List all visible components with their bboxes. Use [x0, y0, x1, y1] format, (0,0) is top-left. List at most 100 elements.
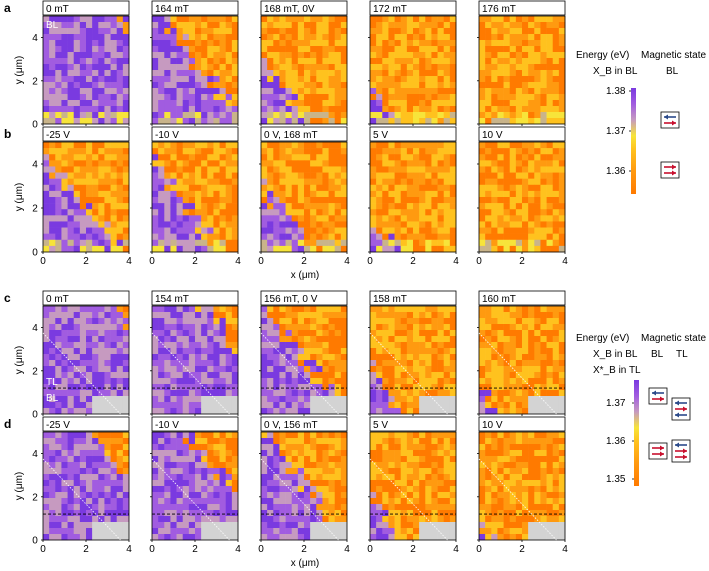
heatmap-cell: [122, 468, 130, 475]
heatmap-cell: [540, 438, 547, 445]
heatmap-cell: [285, 88, 293, 95]
heatmap-cell: [116, 480, 124, 487]
heatmap-cell: [310, 221, 317, 228]
heatmap-cell: [491, 76, 498, 83]
heatmap-cell: [207, 336, 214, 343]
y-tick-label: 0: [32, 248, 38, 259]
heatmap-cell: [413, 16, 420, 23]
heatmap-cell: [43, 82, 50, 89]
heatmap-cell: [515, 34, 523, 41]
heatmap-cell: [43, 402, 50, 409]
heatmap-cell: [334, 378, 342, 385]
heatmap-cell: [370, 233, 377, 241]
heatmap-cell: [158, 88, 165, 95]
layer-label: BL: [46, 20, 59, 31]
x-tick-label: 4: [235, 544, 241, 555]
heatmap-cell: [231, 492, 239, 499]
heatmap-cell: [534, 360, 541, 367]
heatmap-cell: [170, 492, 177, 499]
heatmap-cell: [479, 70, 486, 77]
heatmap-cell: [479, 233, 486, 241]
heatmap-cell: [400, 28, 408, 35]
heatmap-cell: [558, 178, 566, 186]
heatmap-cell: [73, 444, 81, 451]
heatmap-cell: [122, 160, 130, 167]
heatmap-cell: [207, 456, 214, 463]
heatmap-cell: [340, 239, 348, 247]
heatmap-cell: [479, 160, 486, 167]
heatmap-cell: [158, 227, 165, 234]
heatmap-cell: [261, 360, 268, 367]
heatmap-cell: [515, 142, 523, 149]
heatmap-cell: [304, 372, 311, 379]
heatmap-cell: [86, 46, 93, 53]
heatmap-cell: [73, 528, 81, 535]
heatmap-cell: [116, 88, 124, 95]
heatmap-cell: [522, 245, 529, 253]
heatmap-cell: [522, 372, 529, 379]
frame-label-box: [260, 290, 348, 306]
heatmap-cell: [394, 203, 402, 210]
heatmap-cell: [406, 76, 414, 83]
heatmap-cell: [164, 160, 171, 167]
heatmap-cell: [322, 233, 329, 241]
heatmap-cell: [225, 34, 233, 41]
heatmap-cell: [43, 34, 50, 41]
heatmap-cell: [261, 46, 268, 53]
heatmap-cell: [528, 64, 535, 71]
heatmap-cell: [322, 480, 329, 487]
heatmap-cell: [406, 142, 414, 149]
heatmap-cell: [340, 312, 348, 319]
heatmap-cell: [376, 318, 383, 325]
heatmap-cell: [79, 22, 87, 29]
heatmap-cell: [400, 94, 408, 101]
heatmap-cell: [546, 450, 554, 457]
heatmap-cell: [176, 366, 184, 373]
heatmap-cell: [49, 142, 56, 149]
heatmap-cell: [152, 438, 159, 445]
x-tick-label: 2: [83, 544, 89, 555]
heatmap-cell: [419, 402, 426, 409]
heatmap-cell: [273, 233, 280, 241]
heatmap-cell: [170, 444, 177, 451]
heatmap-cell: [413, 70, 420, 77]
heatmap-cell: [515, 58, 523, 65]
heatmap-cell: [92, 312, 99, 319]
heatmap-cell: [546, 142, 554, 149]
heatmap-cell: [261, 190, 268, 198]
heatmap-cell: [213, 106, 220, 113]
heatmap-cell: [437, 366, 445, 373]
heatmap-cell: [540, 106, 547, 113]
heatmap-cell: [485, 28, 492, 35]
heatmap-cell: [122, 330, 130, 337]
heatmap-cell: [437, 82, 445, 89]
heatmap-cell: [267, 34, 274, 41]
heatmap-cell: [225, 40, 233, 47]
heatmap-cell: [515, 112, 523, 119]
heatmap-cell: [261, 154, 268, 161]
heatmap-cell: [322, 486, 329, 493]
heatmap-cell: [552, 360, 560, 367]
heatmap-cell: [328, 444, 336, 451]
heatmap-cell: [267, 504, 274, 511]
heatmap-cell: [98, 52, 105, 59]
heatmap-cell: [546, 106, 554, 113]
heatmap-cell: [110, 510, 118, 517]
heatmap-cell: [261, 239, 268, 247]
heatmap-cell: [522, 360, 529, 367]
heatmap-cell: [479, 190, 486, 198]
heatmap-cell: [334, 384, 342, 391]
heatmap-cell: [158, 233, 165, 241]
heatmap-cell: [273, 154, 280, 161]
heatmap-cell: [491, 239, 498, 247]
heatmap-cell: [443, 354, 451, 361]
heatmap-cell: [176, 534, 184, 541]
heatmap-cell: [116, 522, 124, 529]
heatmap-cell: [49, 378, 56, 385]
heatmap-cell: [49, 82, 56, 89]
x-tick-label: 0: [367, 256, 373, 267]
heatmap-cell: [431, 390, 438, 397]
heatmap-cell: [267, 468, 274, 475]
heatmap-cell: [334, 336, 342, 343]
heatmap-cell: [43, 396, 50, 403]
